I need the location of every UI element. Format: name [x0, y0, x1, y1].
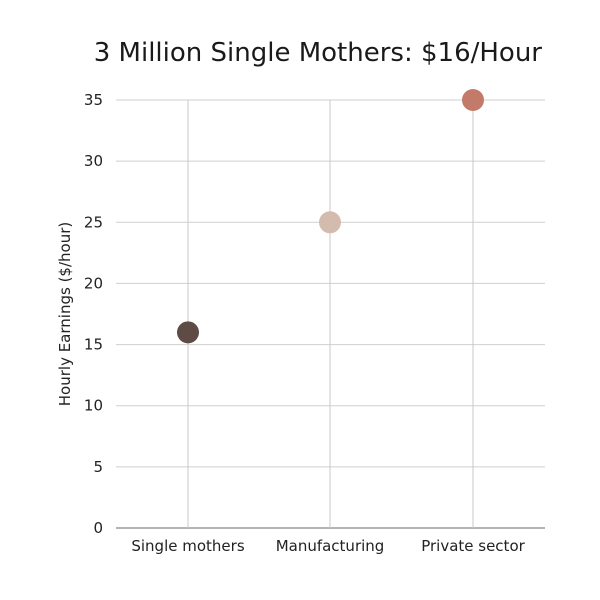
y-tick-label: 5 [93, 458, 103, 476]
y-axis-label: Hourly Earnings ($/hour) [56, 222, 74, 406]
y-tick-label: 30 [84, 152, 103, 170]
y-tick-label: 20 [84, 274, 103, 292]
y-tick-label: 35 [84, 91, 103, 109]
x-axis-ticks: Single mothers Manufacturing Private secto… [131, 537, 525, 555]
x-tick-label: Single mothers [131, 537, 244, 555]
data-point [177, 321, 199, 344]
x-tick-label: Private sector [421, 537, 525, 555]
data-point [319, 211, 341, 234]
grid-lines [116, 99, 545, 529]
x-tick-label: Manufacturing [276, 537, 385, 555]
y-tick-label: 25 [84, 213, 103, 231]
data-points [177, 89, 484, 344]
y-tick-label: 15 [84, 336, 103, 354]
y-axis-ticks: 0 5 10 15 20 25 30 35 [84, 91, 103, 537]
y-tick-label: 0 [93, 519, 103, 537]
data-point [462, 89, 484, 111]
chart-title: 3 Million Single Mothers: $16/Hour [93, 38, 542, 68]
y-tick-label: 10 [84, 397, 103, 415]
